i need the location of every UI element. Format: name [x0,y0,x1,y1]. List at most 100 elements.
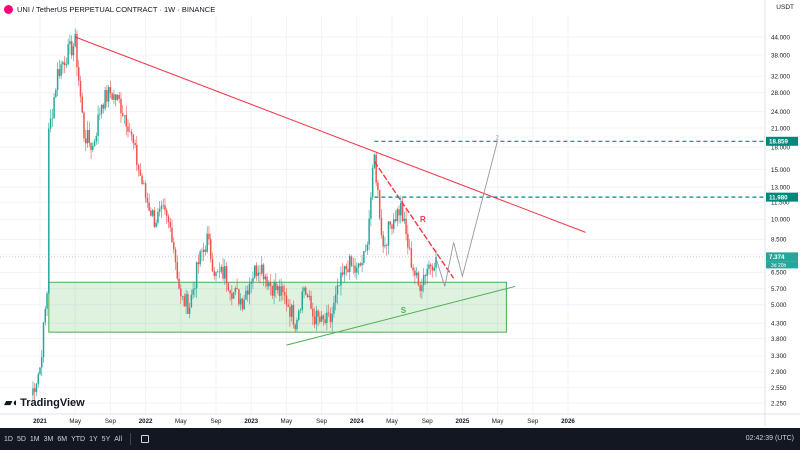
countdown-label: 3d 20h [771,263,787,269]
price-label-box [766,252,798,262]
candle-body [178,278,180,289]
candle-body [107,87,110,102]
candle-body [429,264,432,267]
candle-body [421,285,423,291]
time-tick-label: 2021 [33,418,47,425]
price-tick-label: 6.500 [771,270,787,277]
candle-body [160,205,163,209]
candle-body [146,197,149,203]
candle-body [120,98,122,114]
candle-body [343,266,346,275]
candle-body [241,298,244,310]
timeframe-3m[interactable]: 3M [43,435,54,443]
candle-body [313,316,316,325]
price-tick-label: 4.300 [771,321,787,328]
timeframe-6m[interactable]: 6M [57,435,68,443]
candle-body [208,233,210,240]
candle-body [215,272,217,276]
candle-body [252,277,254,282]
candle-body [296,319,298,330]
candle-body [157,211,159,223]
candle-body [236,288,238,290]
price-tick-label: 2.250 [771,400,787,407]
timeframe-5y[interactable]: 5Y [101,435,111,443]
candle-body [97,114,99,136]
candle-body [95,135,98,142]
candle-body [232,292,235,299]
candle-body [174,249,177,263]
timeframe-all[interactable]: All [114,435,123,443]
calendar-icon[interactable] [141,435,150,443]
candle-body [320,315,323,322]
candle-body [63,62,66,66]
candle-body [132,134,135,143]
candle-body [387,221,390,246]
time-tick-label: Sep [527,418,539,425]
candle-body [396,209,399,222]
annotation-lines-layer: R S 2 [0,36,765,346]
candle-body [310,295,312,309]
candle-body [56,69,59,91]
candle-body [217,271,219,273]
timeframe-1m[interactable]: 1M [29,435,40,443]
candle-body [315,310,318,325]
candle-body [391,224,393,229]
candle-body [70,41,73,56]
timeframe-ytd[interactable]: YTD [71,435,86,443]
candle-body [116,94,119,101]
candle-body [102,104,105,109]
price-tick-label: 2.550 [771,385,787,392]
timeframe-5d[interactable]: 5D [16,435,26,443]
price-tick-label: 3.300 [771,353,787,360]
candle-body [336,285,339,295]
candle-body [301,291,303,310]
candle-body [127,126,129,132]
candle-body [85,138,87,144]
candle-body [42,322,45,358]
candle-body [257,272,259,276]
candle-body [331,313,333,323]
candle-body [414,270,416,276]
time-tick-label: Sep [105,418,117,425]
candle-body [164,205,166,211]
candle-body [394,219,397,222]
candle-body [248,283,251,295]
candle-body [37,374,39,384]
candle-body [114,94,117,101]
time-tick-label: Sep [422,418,434,425]
candle-body [364,250,367,252]
price-label-box [766,136,798,146]
candle-body [218,271,221,273]
candle-body [280,286,282,296]
candle-body [77,67,80,81]
candle-body [345,266,347,270]
candle-body [173,242,175,250]
axis-unit-label[interactable]: USDT [776,4,794,11]
utc-clock[interactable]: 02:42:39 (UTC) [745,435,794,442]
candle-body [137,165,140,170]
candle-body [72,46,75,56]
candle-body [405,218,407,234]
trendline-label: S [401,306,407,315]
candle-body [398,209,400,216]
candle-body [403,218,406,221]
symbol-title[interactable]: UNI / TetherUS PERPETUAL CONTRACT · 1W ·… [17,4,216,14]
candle-body [290,304,293,317]
timeframe-1d[interactable]: 1D [4,435,13,443]
candle-body [359,263,362,266]
candle-body [190,294,193,308]
candle-body [188,307,191,314]
candle-body [361,262,363,266]
candle-body [294,324,296,330]
timeframe-1y[interactable]: 1Y [89,435,98,443]
candle-body [243,299,245,310]
candle-body [349,256,351,272]
candle-body [385,245,388,246]
price-chart[interactable]: R S 2 44.000 38.000 32.000 28.000 24.000 21.000… [0,0,800,426]
candle-body [352,265,355,267]
candle-body [299,309,302,311]
candle-body [46,293,48,309]
candle-body [329,313,332,323]
time-tick-label: 2025 [456,418,470,425]
candle-body [144,183,147,198]
